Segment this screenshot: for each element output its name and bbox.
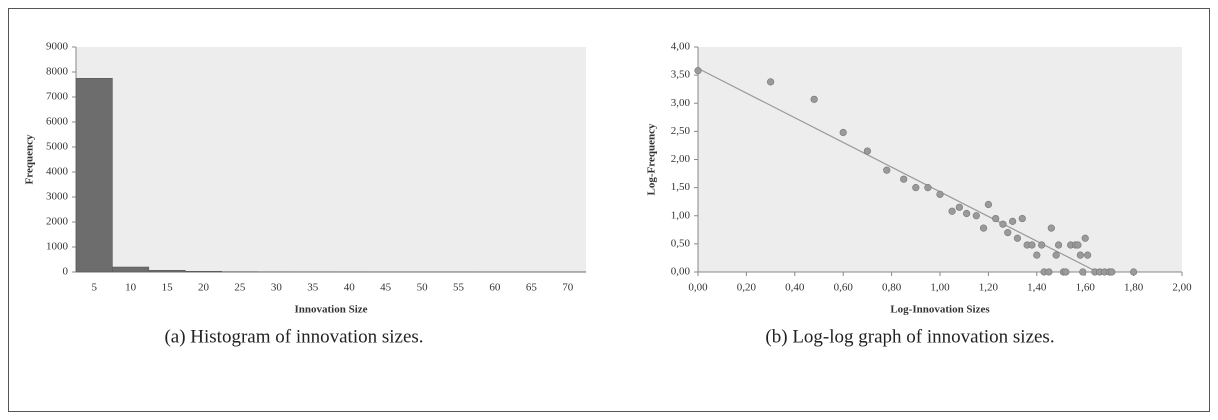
y-tick-label: 4000: [46, 166, 69, 178]
y-tick-label: 1,50: [671, 181, 691, 193]
scatter-point: [839, 128, 847, 137]
scatter-point: [972, 212, 980, 220]
x-tick-label: 0,40: [785, 282, 805, 294]
scatter-point: [863, 147, 872, 155]
scatter-point: [766, 78, 775, 86]
y-tick-label: 2,00: [671, 153, 691, 165]
scatter-point: [992, 214, 1000, 223]
bar: [112, 266, 150, 273]
scatter-point: [963, 209, 971, 218]
scatter-point: [810, 95, 818, 103]
scatter-point: [1045, 268, 1053, 276]
y-tick-label: 3,00: [671, 97, 691, 109]
scatter-point: [984, 200, 993, 209]
scatter-point: [1074, 241, 1082, 249]
x-tick-label: 45: [380, 282, 392, 294]
scatter-point: [1076, 251, 1084, 259]
x-tick-label: 35: [307, 282, 319, 294]
scatter-point: [948, 207, 956, 215]
scatter-point: [1047, 224, 1055, 232]
bar: [148, 270, 186, 273]
x-tick-label: 55: [453, 282, 465, 294]
y-tick-label: 3000: [46, 191, 69, 203]
scatter-point: [979, 224, 988, 232]
bar: [75, 78, 113, 273]
x-tick-label: 20: [198, 282, 210, 294]
y-axis-title: Log-Frequency: [646, 123, 658, 195]
x-tick-label: 10: [125, 282, 137, 294]
scatter-point: [1108, 268, 1116, 276]
x-axis-title: Innovation Size: [294, 304, 367, 316]
scatter-point: [1028, 241, 1036, 249]
x-tick-label: 5: [91, 282, 97, 294]
y-tick-label: 0,50: [671, 237, 691, 249]
scatter-point: [900, 175, 908, 183]
caption: (b) Log-log graph of innovation sizes.: [765, 326, 1054, 347]
scatter-point: [1129, 268, 1138, 276]
scatter-point: [1079, 268, 1087, 276]
scatter-point: [1052, 251, 1060, 259]
figure-frame: [8, 8, 1210, 412]
y-tick-label: 1,00: [671, 209, 691, 221]
x-tick-label: 70: [562, 282, 574, 294]
y-tick-label: 2000: [46, 216, 69, 228]
plot-area: [76, 47, 586, 272]
x-tick-label: 0,80: [882, 282, 902, 294]
x-tick-label: 1,20: [979, 282, 999, 294]
x-tick-label: 25: [234, 282, 246, 294]
y-tick-label: 3,50: [671, 69, 691, 81]
y-tick-label: 0,00: [671, 266, 691, 278]
scatter-point: [1033, 251, 1041, 259]
y-tick-label: 7000: [46, 91, 69, 103]
x-tick-label: 0,60: [834, 282, 854, 294]
x-tick-label: 50: [417, 282, 429, 294]
y-tick-label: 9000: [46, 41, 69, 53]
x-tick-label: 1,00: [930, 282, 950, 294]
scatter-point: [1062, 268, 1070, 276]
x-tick-label: 2,00: [1172, 282, 1192, 294]
scatter-point: [1013, 234, 1022, 242]
y-tick-label: 1000: [46, 241, 69, 253]
x-tick-label: 0,00: [688, 282, 708, 294]
scatter-point: [1054, 241, 1063, 249]
x-axis-title: Log-Innovation Sizes: [890, 304, 990, 316]
scatter-point: [694, 67, 702, 75]
scatter-point: [924, 184, 932, 192]
scatter-point: [912, 184, 920, 192]
bar: [185, 271, 222, 273]
x-tick-label: 40: [344, 282, 356, 294]
scatter-point: [1018, 214, 1026, 223]
x-tick-label: 1,60: [1076, 282, 1096, 294]
y-tick-label: 0: [63, 266, 69, 278]
trend-line: [697, 67, 1098, 273]
y-tick-label: 4,00: [671, 41, 691, 53]
scatter-point: [955, 203, 963, 211]
x-tick-label: 15: [162, 282, 174, 294]
scatter-point: [1084, 251, 1092, 259]
scatter-point: [883, 166, 891, 174]
y-tick-label: 6000: [46, 116, 69, 128]
plot-area: [698, 47, 1182, 272]
x-tick-label: 1,40: [1027, 282, 1047, 294]
x-tick-label: 1,80: [1124, 282, 1144, 294]
x-tick-label: 65: [526, 282, 538, 294]
x-tick-label: 0,20: [737, 282, 757, 294]
scatter-point: [999, 220, 1007, 228]
y-tick-label: 8000: [46, 66, 69, 78]
x-tick-label: 60: [489, 282, 501, 294]
scatter-point: [1081, 234, 1089, 242]
scatter-point: [936, 190, 944, 198]
caption: (a) Histogram of innovation sizes.: [164, 326, 423, 347]
scatter-point: [1004, 229, 1012, 237]
y-tick-label: 5000: [46, 141, 69, 153]
scatter-point: [1038, 241, 1046, 249]
y-axis-title: Frequency: [24, 134, 36, 184]
scatter-point: [1008, 217, 1017, 225]
x-tick-label: 30: [271, 282, 283, 294]
y-tick-label: 2,50: [671, 125, 691, 137]
